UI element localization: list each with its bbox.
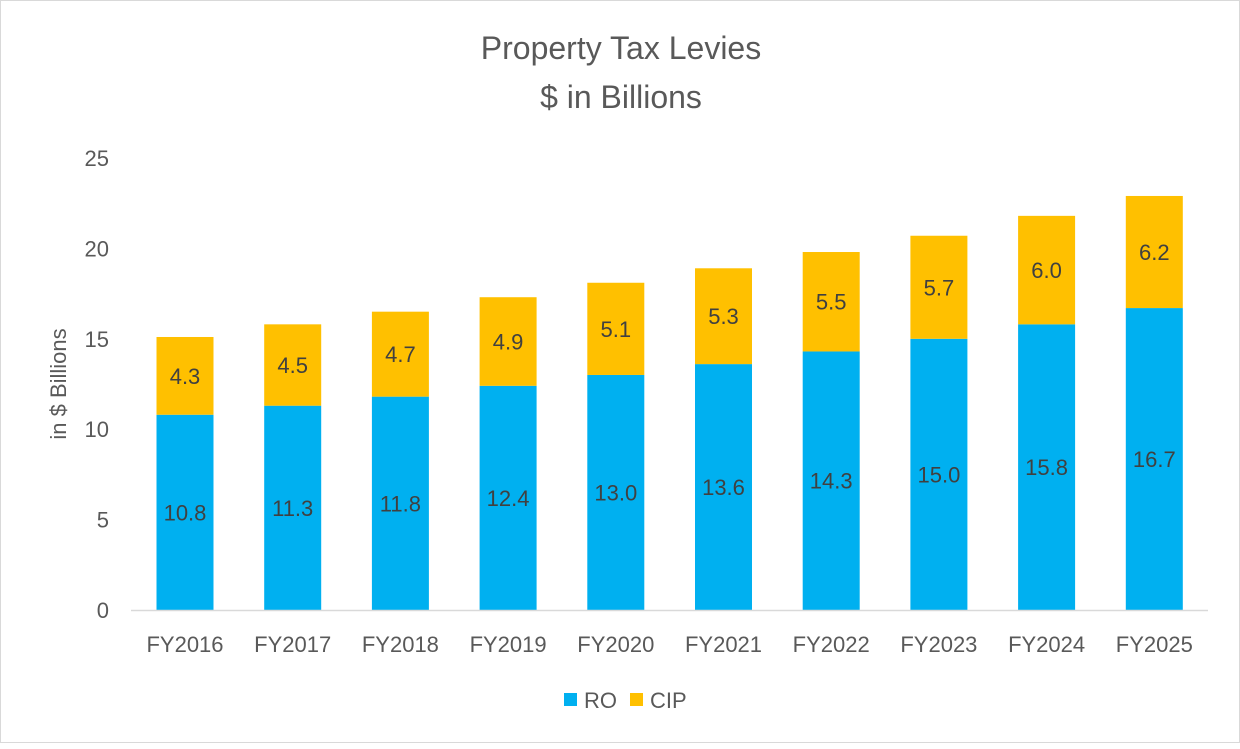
- x-tick-label: FY2021: [685, 632, 762, 657]
- bar-ro-fy2016: [156, 414, 214, 610]
- data-label: 6.0: [1031, 258, 1062, 283]
- legend-swatch-cip: [630, 693, 643, 706]
- chart-title: Property Tax Levies: [481, 30, 761, 66]
- data-label: 5.5: [816, 290, 847, 315]
- bar-cip-fy2020: [587, 282, 645, 375]
- data-label: 11.3: [272, 496, 313, 521]
- legend-label-ro: RO: [584, 688, 617, 713]
- data-label: 14.3: [810, 469, 853, 494]
- bars: 10.8 4.3 11.3 4.5 11.8 4.7 12.4 4.9 13.0 5.1 13.6 5…: [156, 195, 1183, 610]
- bar-cip-fy2023: [910, 235, 968, 339]
- y-axis-ticks: 0 5 10 15 20 25: [85, 146, 109, 623]
- bar-ro-fy2017: [264, 405, 322, 610]
- data-label: 4.7: [385, 342, 416, 367]
- y-tick-label: 0: [97, 598, 109, 623]
- y-tick-label: 10: [85, 417, 109, 442]
- data-label: 13.6: [702, 475, 745, 500]
- x-tick-label: FY2024: [1008, 632, 1085, 657]
- data-label: 6.2: [1139, 240, 1170, 265]
- bar-cip-fy2021: [695, 268, 752, 365]
- bar-ro-fy2021: [695, 364, 752, 610]
- bar-ro-fy2018: [371, 396, 429, 610]
- data-label: 15.0: [917, 462, 960, 487]
- data-label: 11.8: [380, 491, 421, 516]
- legend-label-cip: CIP: [650, 688, 687, 713]
- x-tick-label: FY2017: [254, 632, 331, 657]
- bar-cip-fy2024: [1018, 215, 1076, 325]
- data-label: 4.9: [493, 330, 524, 355]
- bar-ro-fy2022: [802, 351, 860, 610]
- y-tick-label: 20: [85, 236, 109, 261]
- x-tick-label: FY2020: [577, 632, 654, 657]
- x-tick-label: FY2022: [793, 632, 870, 657]
- x-tick-label: FY2025: [1116, 632, 1193, 657]
- x-tick-label: FY2018: [362, 632, 439, 657]
- data-label: 15.8: [1025, 455, 1068, 480]
- legend-swatch-ro: [564, 693, 577, 706]
- legend: RO CIP: [564, 688, 687, 713]
- x-tick-label: FY2016: [146, 632, 223, 657]
- x-tick-label: FY2023: [900, 632, 977, 657]
- bar-ro-fy2019: [479, 385, 537, 610]
- y-axis-label: in $ Billions: [46, 328, 71, 439]
- bar-cip-fy2016: [156, 336, 214, 415]
- data-label: 4.5: [277, 353, 308, 378]
- x-tick-label: FY2019: [470, 632, 547, 657]
- bar-ro-fy2025: [1125, 308, 1183, 610]
- data-label: 12.4: [487, 486, 530, 511]
- data-label: 5.3: [708, 304, 739, 329]
- data-label: 5.7: [924, 275, 955, 300]
- data-label: 4.3: [170, 364, 201, 389]
- y-tick-label: 5: [97, 508, 109, 533]
- bar-cip-fy2025: [1125, 195, 1183, 309]
- data-label: 10.8: [164, 500, 207, 525]
- bar-cip-fy2019: [479, 297, 537, 386]
- bar-cip-fy2017: [264, 324, 322, 406]
- chart-subtitle: $ in Billions: [540, 79, 702, 115]
- bar-ro-fy2020: [587, 374, 645, 610]
- data-label: 16.7: [1133, 447, 1176, 472]
- data-label: 13.0: [594, 480, 637, 505]
- bar-cip-fy2018: [371, 311, 429, 397]
- bar-cip-fy2022: [802, 252, 860, 352]
- data-label: 5.1: [601, 317, 632, 342]
- y-tick-label: 15: [85, 327, 109, 352]
- y-tick-label: 25: [85, 146, 109, 171]
- bar-ro-fy2023: [910, 338, 968, 610]
- x-axis-ticks: FY2016 FY2017 FY2018 FY2019 FY2020 FY2021 FY20…: [146, 632, 1192, 657]
- bar-ro-fy2024: [1018, 324, 1076, 610]
